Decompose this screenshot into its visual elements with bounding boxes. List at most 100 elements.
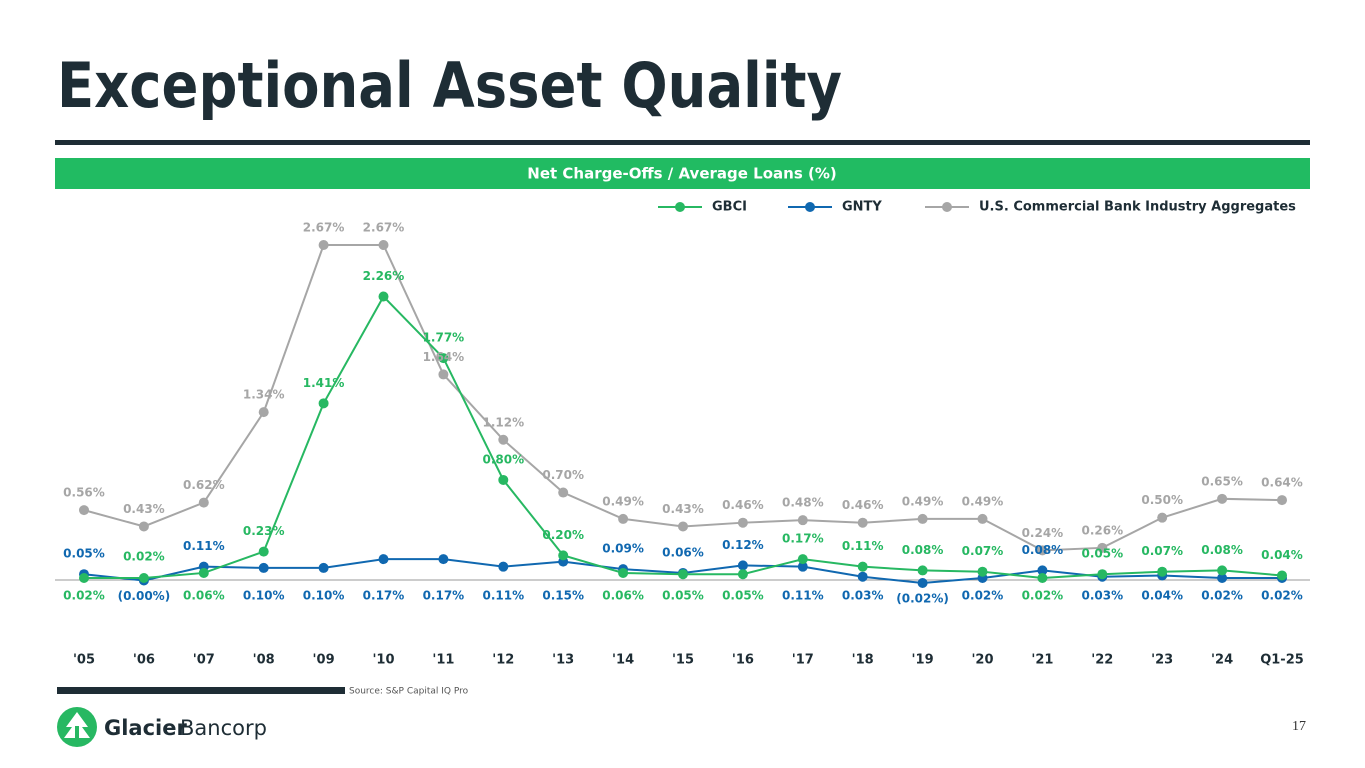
data-point [438,369,449,380]
data-point [558,487,569,498]
data-point [1217,565,1228,576]
data-point [977,513,988,524]
data-label: 0.06% [602,589,644,603]
x-tick-label: '21 [1031,653,1053,668]
data-point [138,572,149,583]
data-label: 0.06% [662,545,704,559]
x-tick-label: '08 [253,653,275,668]
data-label: 0.05% [63,547,105,561]
data-label: 0.10% [243,589,285,603]
data-point [438,554,449,565]
data-label: 0.03% [1081,589,1123,603]
data-point [678,521,688,532]
data-point [1277,570,1287,581]
data-label: 0.08% [1201,543,1243,557]
legend-marker [675,202,685,212]
data-point [79,572,89,583]
x-tick-label: '24 [1211,653,1233,668]
data-point [737,517,748,528]
data-label: 0.49% [602,494,644,508]
data-label: 0.07% [962,544,1004,558]
legend-label: GNTY [842,200,882,215]
data-label: 0.49% [962,494,1004,508]
data-point [857,517,868,528]
slide-title: Exceptional Asset Quality [57,49,842,122]
data-point [258,407,269,418]
data-point [857,561,868,572]
data-point [498,434,509,445]
data-label: 1.41% [303,376,345,390]
data-point [797,561,808,572]
brand-name: Glacier [104,716,187,740]
brand-suffix: Bancorp [180,716,267,740]
logo-tree [64,712,90,738]
data-point [198,497,209,508]
data-label: 0.56% [63,486,105,500]
data-label: 0.43% [662,502,704,516]
x-tick-label: '06 [133,653,155,668]
data-label: 1.12% [482,415,524,429]
data-point [977,566,988,577]
data-point [378,240,389,250]
data-point [917,513,928,524]
data-label: 0.11% [782,589,824,603]
data-point [558,550,569,561]
data-point [318,240,329,250]
data-label: 0.08% [902,543,944,557]
data-label: 0.62% [183,478,225,492]
data-label: 0.17% [363,589,405,603]
data-point [258,546,269,557]
data-point [79,505,89,516]
data-label: 0.17% [782,532,824,546]
data-label: 0.46% [842,498,884,512]
data-label: 0.05% [722,589,764,603]
data-label: 0.04% [1261,548,1303,562]
data-label: 0.07% [1141,544,1183,558]
data-label: 0.65% [1201,474,1243,488]
chart-banner [55,158,1310,189]
chart-title: Net Charge-Offs / Average Loans (%) [527,165,836,183]
logo: Glacier Bancorp [57,707,267,747]
data-label: 0.24% [1022,526,1064,540]
data-label: 0.46% [722,498,764,512]
x-tick-label: Q1-25 [1260,653,1304,668]
x-tick-label: '14 [612,653,634,668]
data-label: 0.20% [542,528,584,542]
data-point [318,562,329,573]
data-label: 0.80% [482,452,524,466]
x-tick-label: '22 [1091,653,1113,668]
data-label: 1.77% [423,331,465,345]
data-label: 0.04% [1141,589,1183,603]
x-tick-label: '10 [372,653,394,668]
data-label: 0.70% [542,468,584,482]
x-tick-label: '16 [732,653,754,668]
data-label: 0.12% [722,538,764,552]
data-point [198,567,209,578]
data-point [797,515,808,526]
x-tick-label: '15 [672,653,694,668]
x-tick-label: '13 [552,653,574,668]
data-point [1037,565,1048,576]
data-point [498,561,509,572]
data-label: 0.09% [602,542,644,556]
x-tick-label: '18 [852,653,874,668]
data-label: 0.17% [423,589,465,603]
data-label: 2.67% [303,221,345,235]
data-point [1157,512,1168,523]
data-point [318,398,329,409]
data-point [1037,572,1048,583]
data-label: 0.10% [303,589,345,603]
source: Source: S&P Capital IQ Pro [349,687,469,697]
data-label: (0.00%) [118,589,171,603]
data-label: 0.48% [782,496,824,510]
data-label: 0.02% [123,550,165,564]
data-point [378,291,389,302]
x-tick-label: '07 [193,653,215,668]
data-label: 0.02% [63,589,105,603]
data-label: 0.02% [1261,589,1303,603]
data-point [917,565,928,576]
data-point [737,569,748,580]
data-label: 1.64% [423,350,465,364]
data-label: 0.02% [1022,589,1064,603]
data-label: 0.50% [1141,493,1183,507]
